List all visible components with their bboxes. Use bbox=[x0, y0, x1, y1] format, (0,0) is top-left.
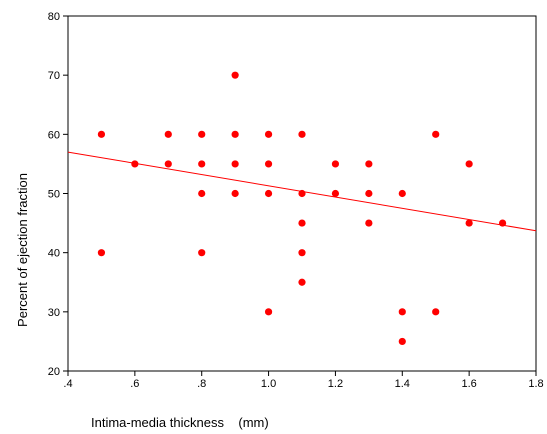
y-tick-label: 30 bbox=[48, 307, 60, 319]
data-point bbox=[298, 219, 306, 227]
data-point bbox=[298, 130, 306, 138]
data-point bbox=[264, 130, 273, 138]
data-point bbox=[331, 160, 340, 168]
data-point bbox=[198, 189, 206, 198]
data-point bbox=[498, 219, 507, 227]
data-point bbox=[198, 249, 206, 257]
data-point bbox=[465, 219, 473, 227]
data-point bbox=[231, 160, 239, 168]
x-tick-label: .6 bbox=[130, 378, 139, 390]
x-tick-label: 1.6 bbox=[461, 378, 476, 390]
y-tick-label: 80 bbox=[48, 11, 60, 23]
data-point bbox=[264, 308, 273, 316]
data-point bbox=[231, 189, 239, 198]
data-point bbox=[398, 308, 406, 316]
data-point bbox=[198, 160, 206, 168]
y-tick-label: 70 bbox=[48, 70, 60, 82]
data-point bbox=[298, 249, 306, 257]
data-point bbox=[131, 160, 139, 168]
y-tick-label: 20 bbox=[48, 366, 60, 378]
x-tick-label: 1.2 bbox=[328, 378, 343, 390]
data-point bbox=[97, 249, 106, 257]
y-axis-title: Percent of ejection fraction bbox=[15, 173, 30, 327]
data-point bbox=[432, 308, 440, 316]
data-point bbox=[398, 189, 406, 198]
data-point bbox=[331, 189, 340, 198]
y-axis: 20 30 40 50 60 70 80 bbox=[48, 11, 68, 378]
y-tick-label: 40 bbox=[48, 248, 60, 260]
data-point bbox=[365, 219, 373, 227]
data-point bbox=[264, 160, 273, 168]
x-tick-label: .8 bbox=[197, 378, 206, 390]
data-point bbox=[398, 337, 406, 346]
data-point bbox=[264, 189, 273, 198]
y-tick-label: 50 bbox=[48, 189, 60, 201]
x-tick-label: .4 bbox=[63, 378, 72, 390]
x-tick-label: 1.8 bbox=[528, 378, 543, 390]
data-point bbox=[198, 130, 206, 138]
y-tick-label: 60 bbox=[48, 129, 60, 141]
data-point bbox=[432, 130, 440, 138]
data-point bbox=[164, 160, 172, 168]
x-tick-label: 1.0 bbox=[261, 378, 276, 390]
data-point bbox=[164, 130, 172, 138]
data-points bbox=[97, 71, 507, 346]
data-point bbox=[231, 71, 239, 79]
x-axis: .4 .6 .8 1.0 1.2 1.4 1.6 1.8 bbox=[63, 371, 544, 390]
data-point bbox=[231, 130, 239, 138]
data-point bbox=[365, 189, 373, 198]
data-point bbox=[298, 189, 306, 198]
data-point bbox=[365, 160, 373, 168]
x-tick-label: 1.4 bbox=[395, 378, 410, 390]
data-point bbox=[465, 160, 473, 168]
data-point bbox=[298, 278, 306, 286]
x-axis-title: Intima-media thickness (mm) bbox=[91, 415, 269, 430]
data-point bbox=[97, 130, 106, 138]
